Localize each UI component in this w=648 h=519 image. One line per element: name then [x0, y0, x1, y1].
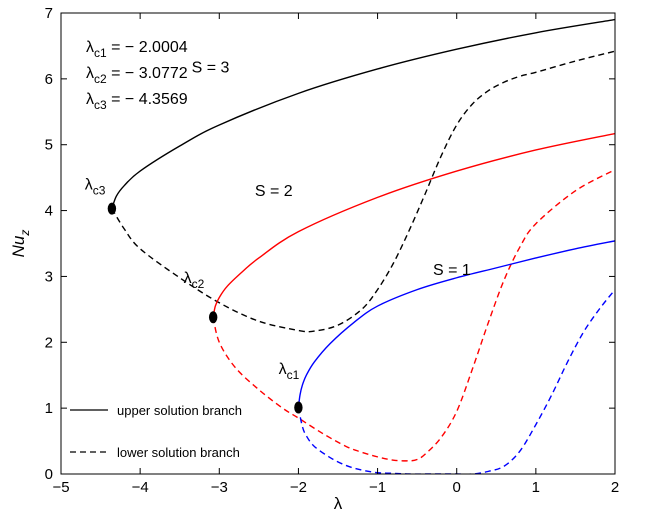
point-label-c2-sub: c2	[192, 277, 205, 291]
critical-value-c2-sub: c2	[94, 72, 107, 86]
plot-lines	[111, 18, 615, 474]
y-axis-label-base: Nu	[9, 235, 28, 257]
point-label-c2: λc2	[184, 270, 205, 291]
critical-value-c2-symbol: λ	[86, 65, 94, 82]
y-tick-label: 4	[45, 203, 53, 220]
critical-points	[107, 202, 303, 414]
point-label-c3: λc3	[85, 176, 106, 197]
critical-point-2	[208, 311, 218, 324]
critical-point-1	[107, 202, 117, 215]
series-s2-lower	[212, 169, 615, 462]
x-tick-label: −1	[369, 479, 386, 496]
point-label-c1-symbol: λ	[279, 361, 287, 378]
point-label-c1: λc1	[279, 361, 300, 382]
series-s3-upper	[111, 18, 615, 209]
x-tick-label: −4	[132, 479, 149, 496]
y-tick-label: 3	[45, 268, 53, 285]
point-label-c2-symbol: λ	[184, 270, 192, 287]
legend-label-lower: lower solution branch	[117, 445, 240, 460]
critical-value-c3-sub: c3	[94, 98, 107, 112]
s2-label: S = 2	[255, 183, 293, 200]
axis-ticks: −5 −4 −3 −2 −1 0 1 2 0 1 2 3 4 5 6 7	[45, 5, 620, 496]
critical-value-c2: λc2 = − 3.0772	[86, 65, 188, 86]
y-axis-label-sub: z	[18, 230, 32, 237]
series-s2-upper	[212, 132, 615, 318]
x-tick-label: −2	[290, 479, 307, 496]
y-tick-label: 1	[45, 400, 53, 417]
y-tick-label: 7	[45, 5, 53, 22]
y-tick-label: 2	[45, 334, 53, 351]
series-s1-upper	[297, 240, 615, 408]
critical-value-c1-value: = − 2.0004	[107, 39, 188, 56]
critical-value-c3-symbol: λ	[86, 91, 94, 108]
x-axis-label: λ	[334, 494, 343, 513]
s1-label: S = 1	[433, 262, 471, 279]
legend: upper solution branch lower solution bra…	[70, 403, 242, 460]
point-label-c3-sub: c3	[93, 183, 106, 197]
point-label-c3-symbol: λ	[85, 176, 93, 193]
x-tick-label: −3	[211, 479, 228, 496]
x-tick-label: 2	[611, 479, 619, 496]
legend-label-upper: upper solution branch	[117, 403, 242, 418]
series-s3-lower	[111, 50, 615, 333]
critical-point-3	[294, 401, 303, 414]
critical-values-annotation: λc1 = − 2.0004 λc2 = − 3.0772 λc3 = − 4.…	[86, 39, 188, 112]
critical-value-c1-symbol: λ	[86, 39, 94, 56]
y-tick-label: 0	[45, 466, 53, 483]
critical-value-c3-value: = − 4.3569	[107, 91, 188, 108]
y-tick-label: 5	[45, 137, 53, 154]
s3-label: S = 3	[192, 59, 230, 76]
x-tick-label: 1	[532, 479, 540, 496]
y-tick-label: 6	[45, 71, 53, 88]
critical-value-c1-sub: c1	[94, 46, 107, 60]
plot-frame	[60, 12, 616, 475]
x-tick-label: −5	[52, 479, 69, 496]
critical-value-c3: λc3 = − 4.3569	[86, 91, 188, 112]
y-axis-label: Nuz	[9, 230, 32, 258]
x-tick-label: 0	[453, 479, 461, 496]
critical-value-c1: λc1 = − 2.0004	[86, 39, 188, 60]
critical-value-c2-value: = − 3.0772	[107, 65, 188, 82]
point-label-c1-sub: c1	[287, 368, 300, 382]
